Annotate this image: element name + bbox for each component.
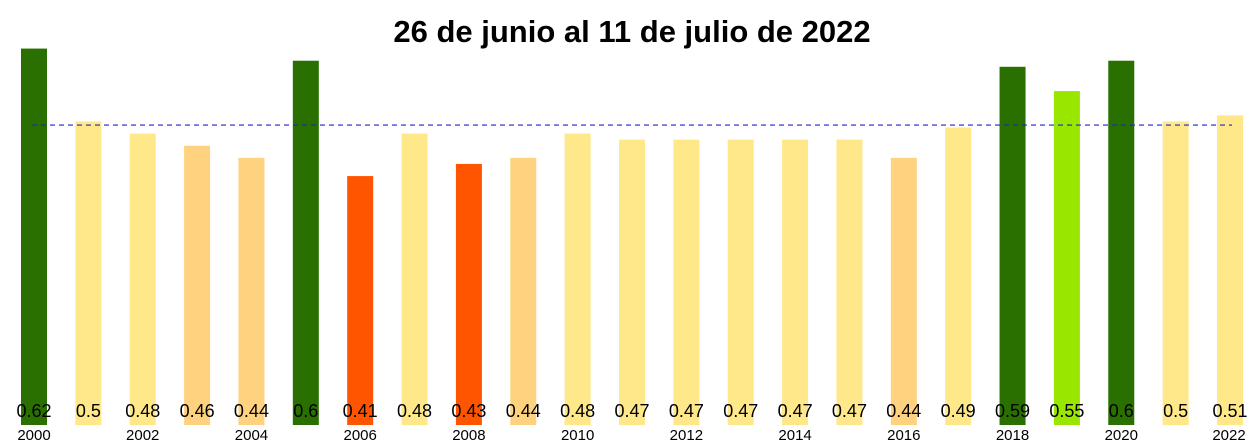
chart-title: 26 de junio al 11 de julio de 2022 <box>393 14 870 49</box>
value-label: 0.47 <box>778 401 813 421</box>
bar <box>727 139 754 425</box>
value-label: 0.48 <box>397 401 432 421</box>
x-tick-label: 2022 <box>1212 427 1245 443</box>
x-tick-label: 2006 <box>343 427 376 443</box>
x-tick-label: 2016 <box>887 427 920 443</box>
bar <box>129 133 156 426</box>
bar <box>619 139 645 425</box>
bar <box>945 127 972 425</box>
x-tick-label: 2000 <box>17 427 50 443</box>
value-label: 0.47 <box>669 401 704 421</box>
value-label: 0.48 <box>560 401 595 421</box>
bar <box>999 66 1026 426</box>
x-tick-label: 2014 <box>778 427 811 443</box>
x-tick-label: 2018 <box>996 427 1029 443</box>
bar <box>21 48 47 425</box>
value-label: 0.44 <box>506 401 541 421</box>
value-label: 0.44 <box>886 401 921 421</box>
value-label: 0.6 <box>293 401 318 421</box>
bar <box>890 157 917 425</box>
bar <box>1162 121 1189 425</box>
bar <box>347 176 374 425</box>
x-tick-label: 2010 <box>561 427 594 443</box>
bar <box>836 139 863 425</box>
bar <box>455 163 482 425</box>
value-label: 0.44 <box>234 401 269 421</box>
value-label: 0.55 <box>1049 401 1084 421</box>
bar <box>1053 91 1080 426</box>
value-label: 0.6 <box>1109 401 1134 421</box>
bar <box>1217 115 1243 425</box>
value-label: 0.5 <box>1163 401 1188 421</box>
value-label: 0.5 <box>76 401 101 421</box>
bar <box>238 157 265 425</box>
x-tick-label: 2004 <box>235 427 268 443</box>
value-label: 0.49 <box>941 401 976 421</box>
x-tick-label: 2002 <box>126 427 159 443</box>
value-label: 0.51 <box>1212 401 1247 421</box>
value-label: 0.41 <box>343 401 378 421</box>
value-label: 0.59 <box>995 401 1030 421</box>
value-label: 0.62 <box>16 401 51 421</box>
bar <box>1108 60 1135 425</box>
bar <box>401 133 428 426</box>
value-label: 0.43 <box>451 401 486 421</box>
bar <box>75 121 102 425</box>
value-label: 0.47 <box>723 401 758 421</box>
value-label: 0.46 <box>180 401 215 421</box>
bar <box>510 157 537 425</box>
bar <box>184 145 211 425</box>
value-label: 0.47 <box>614 401 649 421</box>
value-label: 0.47 <box>832 401 867 421</box>
x-tick-label: 2012 <box>670 427 703 443</box>
bar <box>564 133 591 426</box>
x-tick-label: 2008 <box>452 427 485 443</box>
bar <box>292 60 319 425</box>
bar <box>782 139 809 425</box>
bar <box>673 139 700 425</box>
value-label: 0.48 <box>125 401 160 421</box>
x-tick-label: 2020 <box>1105 427 1138 443</box>
